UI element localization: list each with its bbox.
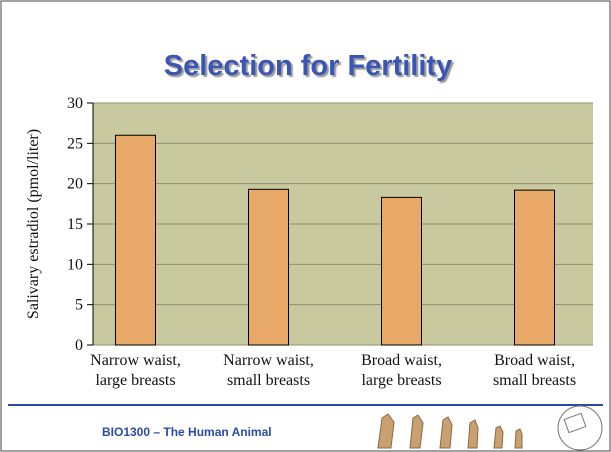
y-tick-label: 10 [67,256,83,273]
x-tick-label: small breasts [493,372,576,389]
chart: 0 5 10 15 20 25 30 Narrow waist, large breasts Na… [67,95,593,389]
bar [514,189,555,346]
x-tick-label: Broad waist, [494,352,575,369]
logo [557,405,603,451]
y-tick-label: 20 [67,176,83,193]
bar [381,196,422,346]
y-tick-label: 30 [67,95,83,112]
x-tick-label: Narrow waist, [223,352,314,369]
y-tick-label: 0 [75,337,83,354]
y-tick-label: 15 [67,216,83,233]
y-tick-label: 25 [67,135,83,152]
x-tick-label: Broad waist, [361,352,442,369]
chart-title: Selection for Fertility [164,50,452,82]
x-tick-label: small breasts [227,372,310,389]
bar [248,188,289,346]
y-axis-label: Salivary estradiol (pmol/liter) [25,129,42,319]
x-tick-label: large breasts [95,372,175,389]
x-tick-label: large breasts [361,372,441,389]
bar [115,134,156,346]
x-tick-label: Narrow waist, [90,352,181,369]
footer-text: BIO1300 – The Human Animal [102,425,272,439]
evolution-figures [377,413,523,449]
y-tick-label: 5 [75,297,83,314]
